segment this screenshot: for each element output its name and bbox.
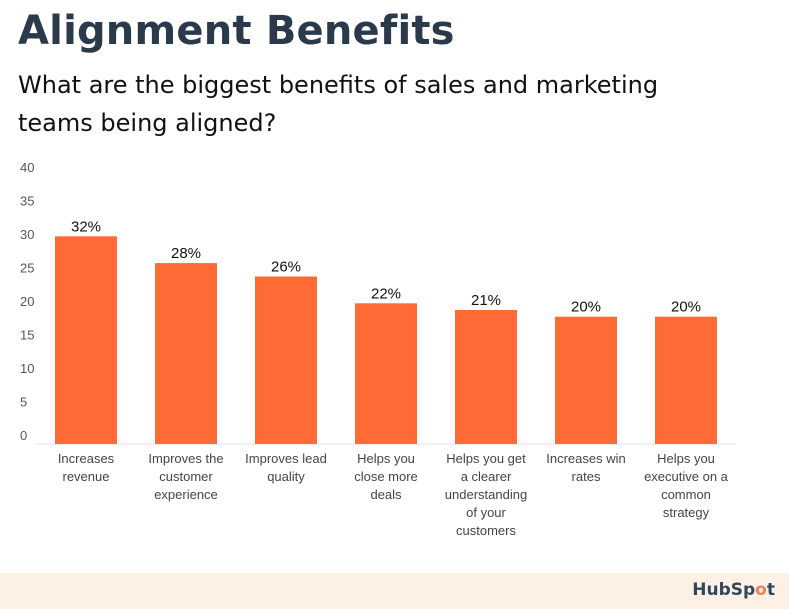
category-label: Improves the customer experience bbox=[148, 451, 223, 502]
y-tick-label: 5 bbox=[20, 395, 27, 410]
category-label: Increases win rates bbox=[546, 451, 625, 484]
y-tick-label: 40 bbox=[20, 160, 34, 175]
chart-subtitle: What are the biggest benefits of sales a… bbox=[18, 71, 659, 137]
category-label: Improves lead quality bbox=[245, 451, 327, 484]
data-label: 20% bbox=[671, 299, 701, 316]
y-tick-label: 15 bbox=[20, 328, 34, 343]
category-label: Helps you close more deals bbox=[354, 451, 418, 502]
category-label: Helps you get a clearer understanding of yo… bbox=[445, 451, 527, 538]
data-label: 22% bbox=[371, 285, 401, 302]
data-label: 21% bbox=[471, 292, 501, 309]
y-tick-label: 35 bbox=[20, 194, 34, 209]
bar bbox=[155, 263, 217, 444]
bar bbox=[355, 303, 417, 444]
y-tick-label: 10 bbox=[20, 361, 34, 376]
chart-title: Alignment Benefits bbox=[18, 8, 455, 54]
y-tick-label: 30 bbox=[20, 227, 34, 242]
bar bbox=[555, 316, 617, 444]
footer-bar: HubSpot bbox=[0, 573, 789, 609]
category-label: Helps you executive on a common strategy bbox=[644, 451, 729, 520]
bar bbox=[455, 310, 517, 444]
data-label: 20% bbox=[571, 299, 601, 316]
bar bbox=[255, 276, 317, 444]
bar-chart: 0 5 10 15 20 25 30 35 40 32% Increases revenue 28% Im… bbox=[20, 160, 736, 538]
data-label: 32% bbox=[71, 218, 101, 235]
data-label: 26% bbox=[271, 259, 301, 276]
y-tick-label: 25 bbox=[20, 261, 34, 276]
data-label: 28% bbox=[171, 245, 201, 262]
y-tick-label: 20 bbox=[20, 294, 34, 309]
category-label: Increases revenue bbox=[58, 451, 115, 484]
y-tick-label: 0 bbox=[20, 428, 27, 443]
hubspot-logo: HubSpot bbox=[692, 580, 775, 600]
bar bbox=[655, 316, 717, 444]
bar bbox=[55, 236, 117, 444]
